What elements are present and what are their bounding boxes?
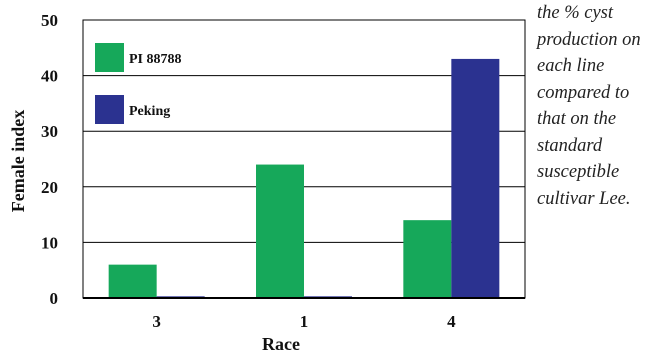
y-tick-label-30: 30 [41,122,58,141]
legend-label-pi-88788: PI 88788 [129,52,182,67]
y-tick-label-0: 0 [50,289,59,308]
bars [108,58,500,298]
legend-swatch-peking [95,95,124,124]
legend-label-peking: Peking [129,104,170,119]
bar-pi-88788-race-4 [403,220,452,298]
legend: PI 88788 Peking [95,43,182,124]
y-axis-title: Female index [8,110,28,212]
legend-swatch-pi-88788 [95,43,124,72]
x-tick-label-3: 3 [152,312,161,331]
x-tick-label-4: 4 [447,312,456,331]
x-tick-label-1: 1 [300,312,309,331]
y-tick-label-20: 20 [41,178,58,197]
bar-pi-88788-race-1 [256,164,304,298]
x-tick-labels: 3 1 4 [152,312,456,331]
y-tick-label-50: 50 [41,11,58,30]
y-tick-label-10: 10 [41,233,58,252]
side-note: the % cyst production on each line compa… [537,3,641,209]
y-tick-labels: 0 10 20 30 40 50 [41,11,58,308]
plot-frame [82,19,526,299]
y-tick-label-40: 40 [41,67,58,86]
x-axis-title: Race [262,334,300,354]
bar-pi-88788-race-3 [108,264,157,298]
bar-peking-race-4 [451,58,500,298]
